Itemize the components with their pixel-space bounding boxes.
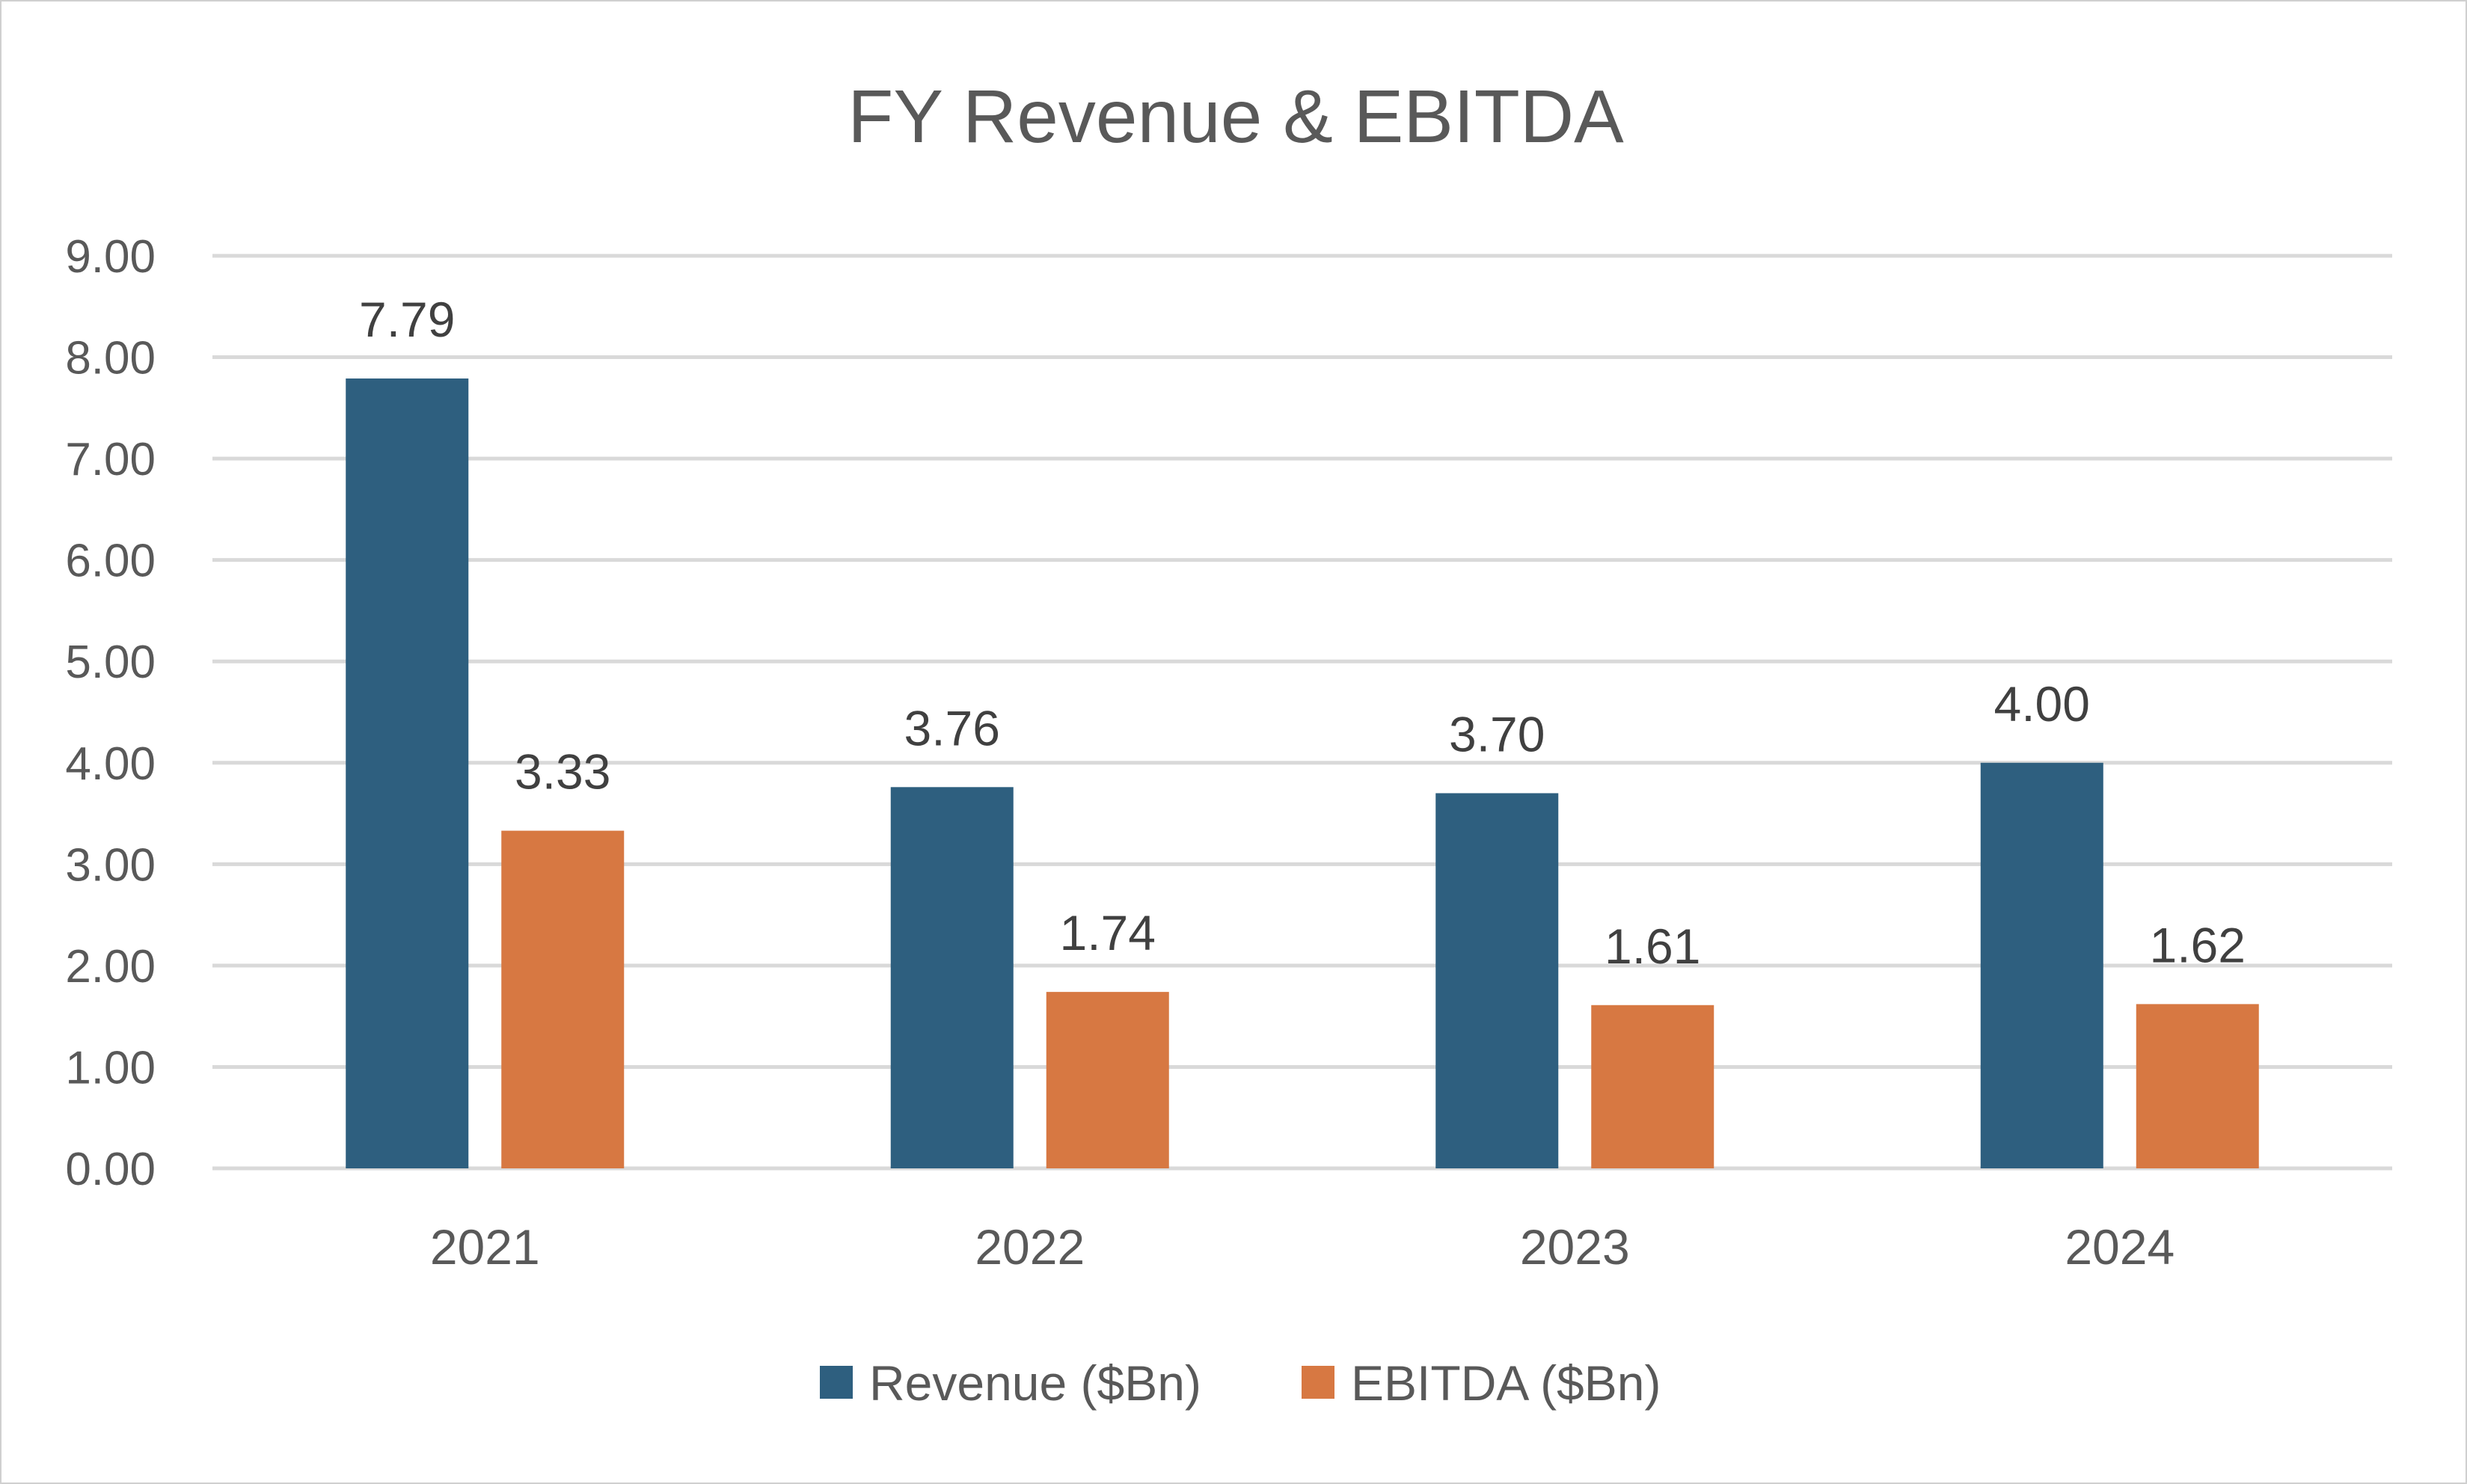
bars: 7.79 3.33 3.76 1.74 3.70 1.61 4.00 1.62 (346, 292, 2259, 1168)
y-axis: 0.00 1.00 2.00 3.00 4.00 5.00 6.00 7.00 8.00 9.00 (65, 231, 156, 1195)
revenue-data-label-2023: 3.70 (1449, 706, 1545, 761)
legend-revenue-swatch (820, 1366, 853, 1399)
x-tick-label: 2024 (2065, 1219, 2175, 1275)
y-tick-label: 1.00 (65, 1042, 156, 1094)
y-tick-label: 2.00 (65, 941, 156, 993)
y-tick-label: 0.00 (65, 1144, 156, 1195)
ebitda-bar-2022 (1046, 992, 1169, 1168)
x-tick-label: 2021 (430, 1219, 540, 1275)
legend-revenue-label: Revenue ($Bn) (869, 1355, 1201, 1411)
revenue-data-label-2024: 4.00 (1994, 676, 2090, 732)
revenue-data-label-2022: 3.76 (904, 700, 1000, 755)
y-tick-label: 6.00 (65, 536, 156, 587)
ebitda-bar-2024 (2136, 1004, 2259, 1168)
y-tick-label: 4.00 (65, 738, 156, 790)
legend-revenue: Revenue ($Bn) (820, 1355, 1201, 1411)
legend-ebitda: EBITDA ($Bn) (1302, 1355, 1661, 1411)
revenue-bar-2021 (346, 378, 469, 1168)
y-tick-label: 5.00 (65, 637, 156, 688)
ebitda-data-label-2022: 1.74 (1060, 905, 1156, 960)
revenue-bar-2023 (1435, 793, 1559, 1168)
legend-ebitda-swatch (1302, 1366, 1334, 1399)
x-tick-label: 2023 (1520, 1219, 1630, 1275)
chart-title: FY Revenue & EBITDA (848, 75, 1624, 159)
x-axis: 2021 2022 2023 2024 (430, 1219, 2175, 1275)
y-tick-label: 8.00 (65, 333, 156, 384)
y-tick-label: 3.00 (65, 839, 156, 891)
legend: Revenue ($Bn) EBITDA ($Bn) (820, 1355, 1661, 1411)
legend-ebitda-label: EBITDA ($Bn) (1351, 1355, 1661, 1411)
ebitda-data-label-2024: 1.62 (2150, 917, 2246, 972)
revenue-bar-2022 (890, 787, 1014, 1168)
ebitda-data-label-2023: 1.61 (1605, 919, 1700, 974)
y-tick-label: 7.00 (65, 434, 156, 485)
ebitda-bar-2023 (1591, 1005, 1714, 1168)
revenue-data-label-2021: 7.79 (359, 292, 455, 347)
y-tick-label: 9.00 (65, 231, 156, 283)
ebitda-bar-2021 (501, 830, 625, 1168)
revenue-bar-2024 (1980, 762, 2103, 1168)
ebitda-data-label-2021: 3.33 (515, 744, 610, 800)
x-tick-label: 2022 (975, 1219, 1085, 1275)
